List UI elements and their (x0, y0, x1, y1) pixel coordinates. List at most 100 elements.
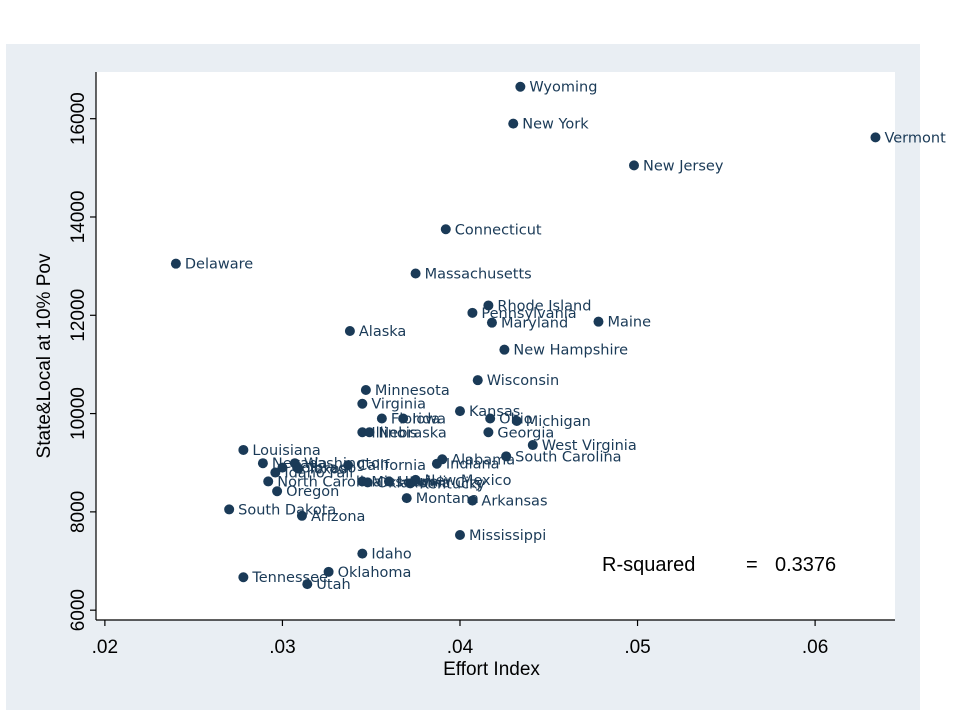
point-label: Oklahoma City (377, 475, 484, 491)
data-point (454, 529, 465, 540)
data-point (431, 458, 442, 469)
x-tick-label: .04 (447, 637, 474, 658)
point-label: Georgia (497, 425, 554, 441)
point-label: South Dakota (238, 502, 336, 518)
data-point (454, 406, 465, 417)
data-point (323, 566, 334, 577)
data-point (401, 493, 412, 504)
data-point (364, 427, 375, 438)
point-label: Hawaii (398, 474, 447, 490)
data-point (362, 477, 373, 488)
data-point (272, 486, 283, 497)
point-label: Nevada (272, 456, 327, 472)
point-label: Louisiana (252, 443, 320, 459)
point-label: South Carolina (515, 449, 621, 465)
point-label: Colorado (291, 461, 356, 477)
point-label: Kansas (469, 404, 520, 420)
point-label: Connecticut (455, 222, 542, 238)
data-point (870, 132, 881, 143)
point-label: Massachusetts (425, 267, 532, 283)
point-label: West Virginia (542, 438, 637, 454)
data-point (357, 398, 368, 409)
axes (95, 72, 895, 621)
point-label: Oregon (286, 484, 339, 500)
point-label: Rhode Island (497, 298, 591, 314)
point-label: Delaware (185, 257, 253, 273)
point-label: Wyoming (529, 80, 597, 96)
data-point (343, 460, 354, 471)
data-point (410, 268, 421, 279)
point-label: Florida (391, 411, 440, 427)
point-label: Montana (416, 491, 479, 507)
point-label: Michigan (526, 414, 591, 430)
point-label: Tennessee (251, 570, 328, 586)
point-label: Indiana (446, 457, 500, 473)
data-point (486, 317, 497, 328)
data-point (357, 548, 368, 559)
data-point (483, 300, 494, 311)
point-label: Oklahoma (338, 565, 412, 581)
data-point (483, 427, 494, 438)
data-point (357, 427, 368, 438)
data-point (485, 413, 496, 424)
point-label: Arkansas (481, 494, 547, 510)
point-label: New Jersey (643, 158, 724, 174)
data-point (501, 451, 512, 462)
point-label: Maine (607, 315, 651, 331)
data-point (499, 344, 510, 355)
point-label: Idaho (371, 547, 412, 563)
x-tick-label: .05 (624, 637, 650, 658)
point-label: Alabama (451, 452, 515, 468)
data-point (383, 476, 394, 487)
r-squared-label: R-squared (602, 554, 695, 576)
plot-area (96, 72, 895, 620)
data-point (238, 444, 249, 455)
point-label: Alaska (359, 324, 406, 340)
data-point (296, 510, 307, 521)
y-tick-label: 8000 (68, 491, 89, 533)
point-label: Iowa (412, 411, 446, 427)
data-point (398, 413, 409, 424)
data-point (628, 160, 639, 171)
point-label: Virginia (371, 397, 426, 413)
point-label: Idaho Fall (284, 466, 353, 482)
data-point (511, 415, 522, 426)
data-point (467, 495, 478, 506)
y-tick-label: 10000 (68, 387, 89, 440)
data-point (263, 476, 274, 487)
point-labels: Wyoming New York Vermont New Jersey Connecti… (185, 80, 946, 593)
data-point (515, 81, 526, 92)
data-point (593, 316, 604, 327)
point-label: Illinois (371, 425, 417, 441)
y-tick-label: 12000 (68, 289, 89, 342)
data-point (238, 572, 249, 583)
data-point (360, 384, 371, 395)
point-label: Kentucky (419, 476, 486, 492)
point-label: Missouri (371, 474, 431, 490)
data-point (405, 478, 416, 489)
x-tick-label: .02 (92, 637, 118, 658)
point-label: New Mexico (425, 473, 512, 489)
point-label: Minnesota (375, 383, 450, 399)
data-point (302, 579, 313, 590)
point-label: New York (522, 117, 589, 133)
point-label: Utah (316, 577, 350, 593)
x-tick-label: .06 (802, 637, 828, 658)
data-point (467, 307, 478, 318)
point-label: Vermont (884, 130, 946, 146)
data-point (277, 462, 288, 473)
data-point (170, 258, 181, 269)
r-squared-equals: = (746, 554, 758, 576)
point-label: Texas (306, 462, 347, 478)
point-label: Ohio (499, 411, 533, 427)
data-point (270, 467, 281, 478)
point-label: California (357, 458, 426, 474)
point-label: New Hampshire (513, 343, 628, 359)
point-label: Washington (304, 456, 389, 472)
data-point (344, 326, 355, 337)
point-label: Arizona (311, 509, 365, 525)
point-label: Wisconsin (487, 373, 559, 389)
y-tick-label: 14000 (68, 191, 89, 244)
data-point (508, 118, 519, 129)
